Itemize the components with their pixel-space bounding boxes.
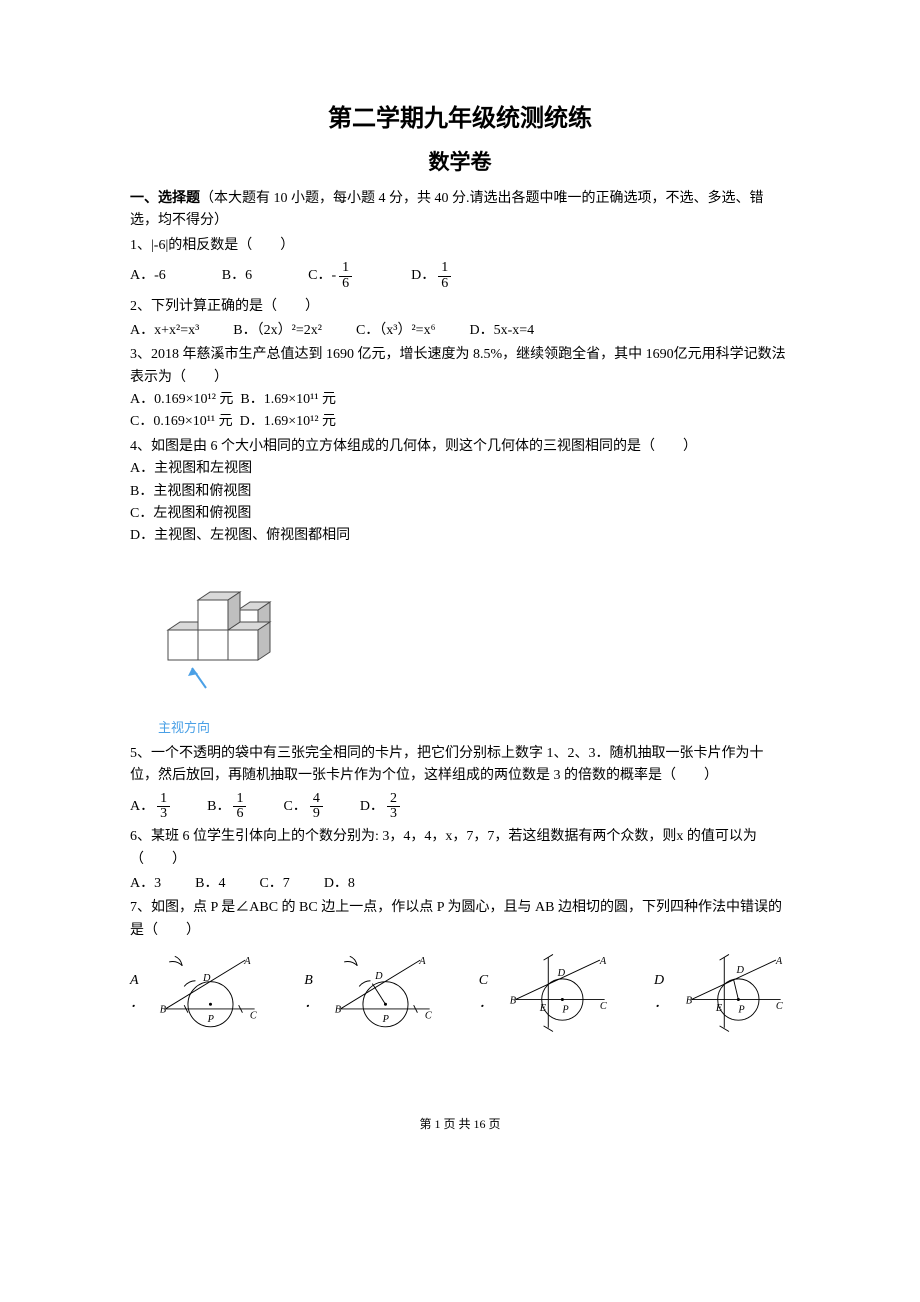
svg-text:A: A xyxy=(244,956,252,967)
q7-fig-c: C ． A B C D E P xyxy=(479,950,614,1035)
q1-options: A．-6 B．6 C．-16 D．16 xyxy=(130,261,790,291)
q3-opts-row2: C．0.169×10¹¹ 元 D．1.69×10¹² 元 xyxy=(130,411,790,433)
q3-opts-row1: A．0.169×10¹² 元 B．1.69×10¹¹ 元 xyxy=(130,389,790,411)
q7-label-b: B ． xyxy=(304,970,328,1015)
svg-text:C: C xyxy=(425,1010,432,1021)
q3-stem: 3、2018 年慈溪市生产总值达到 1690 亿元，增长速度为 8.5%，继续领… xyxy=(130,344,790,389)
q2-opt-d: D．5x-x=4 xyxy=(469,320,534,342)
q7-label-a: A ． xyxy=(130,970,154,1015)
q2-opt-c: C．（x³）²=x⁶ xyxy=(356,320,436,342)
q7-fig-d: D ． A B C D E P xyxy=(654,950,790,1035)
q4-opt-d: D．主视图、左视图、俯视图都相同 xyxy=(130,525,790,547)
svg-text:P: P xyxy=(561,1005,569,1016)
q4-figure: 主视方向 xyxy=(158,560,790,739)
page-footer: 第 1 页 共 16 页 xyxy=(130,1115,790,1134)
q6-opt-a: A．3 xyxy=(130,873,161,895)
q1-opt-c: C．-16 xyxy=(308,261,355,291)
q3-opt-a: A．0.169×10¹² 元 xyxy=(130,392,233,407)
q2-opt-b: B．（2x）²=2x² xyxy=(233,320,322,342)
q7-label-d: D ． xyxy=(654,970,680,1015)
q4-opt-c: C．左视图和俯视图 xyxy=(130,503,790,525)
q3-opt-d: D．1.69×10¹² 元 xyxy=(240,414,336,429)
svg-text:B: B xyxy=(335,1005,342,1016)
svg-text:B: B xyxy=(160,1005,167,1016)
q5-opt-c: C．49 xyxy=(283,792,325,822)
page-title-1: 第二学期九年级统测统练 xyxy=(130,100,790,138)
q2-options: A．x+x²=x³ B．（2x）²=2x² C．（x³）²=x⁶ D．5x-x=… xyxy=(130,320,790,342)
svg-text:A: A xyxy=(418,956,426,967)
q4-opt-b: B．主视图和俯视图 xyxy=(130,481,790,503)
cube-figure-svg xyxy=(158,560,288,710)
q6-opt-d: D．8 xyxy=(324,873,355,895)
svg-text:B: B xyxy=(686,995,693,1006)
q4-opt-a: A．主视图和左视图 xyxy=(130,458,790,480)
q1-opt-b: B．6 xyxy=(222,261,252,291)
page-title-2: 数学卷 xyxy=(130,146,790,180)
svg-text:D: D xyxy=(374,971,383,982)
q7-fig-b: B ． A B C D P xyxy=(304,950,439,1035)
q5-opt-d: D．23 xyxy=(360,792,403,822)
q5-options: A．13 B．16 C．49 D．23 xyxy=(130,792,790,822)
q7-stem: 7、如图，点 P 是∠ABC 的 BC 边上一点，作以点 P 为圆心，且与 AB… xyxy=(130,897,790,942)
q6-opt-b: B．4 xyxy=(195,873,225,895)
section-1-bold: 一、选择题 xyxy=(130,191,200,206)
q4-stem: 4、如图是由 6 个大小相同的立方体组成的几何体，则这个几何体的三视图相同的是（… xyxy=(130,436,790,458)
section-1-rest: （本大题有 10 小题，每小题 4 分，共 40 分.请选出各题中唯一的正确选项… xyxy=(130,191,764,228)
q7-label-c: C ． xyxy=(479,970,504,1015)
svg-text:C: C xyxy=(250,1010,257,1021)
svg-text:P: P xyxy=(207,1014,215,1025)
q4-arrow-label: 主视方向 xyxy=(158,718,790,739)
q3-opt-c: C．0.169×10¹¹ 元 xyxy=(130,414,233,429)
q5-opt-b: B．16 xyxy=(207,792,249,822)
q3-opt-b: B．1.69×10¹¹ 元 xyxy=(240,392,336,407)
q7-fig-a: A ． A B C D P xyxy=(130,950,264,1035)
section-1-heading: 一、选择题（本大题有 10 小题，每小题 4 分，共 40 分.请选出各题中唯一… xyxy=(130,188,790,233)
q2-opt-a: A．x+x²=x³ xyxy=(130,320,199,342)
q5-stem: 5、一个不透明的袋中有三张完全相同的卡片，把它们分别标上数字 1、2、3．随机抽… xyxy=(130,743,790,788)
q7-figures: A ． A B C D P B ． xyxy=(130,950,790,1035)
q1-opt-a: A．-6 xyxy=(130,261,166,291)
q6-stem: 6、某班 6 位学生引体向上的个数分别为: 3，4，4，x，7，7，若这组数据有… xyxy=(130,826,790,871)
q2-stem: 2、下列计算正确的是（ ） xyxy=(130,296,790,318)
svg-text:C: C xyxy=(776,1001,783,1012)
q1-stem: 1、|-6|的相反数是（ ） xyxy=(130,235,790,257)
svg-text:E: E xyxy=(715,1003,723,1014)
svg-text:A: A xyxy=(599,956,607,967)
svg-text:B: B xyxy=(510,995,517,1006)
q5-opt-a: A．13 xyxy=(130,792,173,822)
svg-text:E: E xyxy=(539,1003,547,1014)
svg-text:P: P xyxy=(737,1005,745,1016)
svg-text:D: D xyxy=(557,968,566,979)
svg-text:D: D xyxy=(202,973,211,984)
svg-text:A: A xyxy=(775,956,783,967)
q6-options: A．3 B．4 C．7 D．8 xyxy=(130,873,790,895)
q6-opt-c: C．7 xyxy=(259,873,289,895)
svg-text:C: C xyxy=(600,1001,607,1012)
svg-text:P: P xyxy=(381,1014,389,1025)
q1-opt-d: D．16 xyxy=(411,261,454,291)
svg-text:D: D xyxy=(735,965,744,976)
